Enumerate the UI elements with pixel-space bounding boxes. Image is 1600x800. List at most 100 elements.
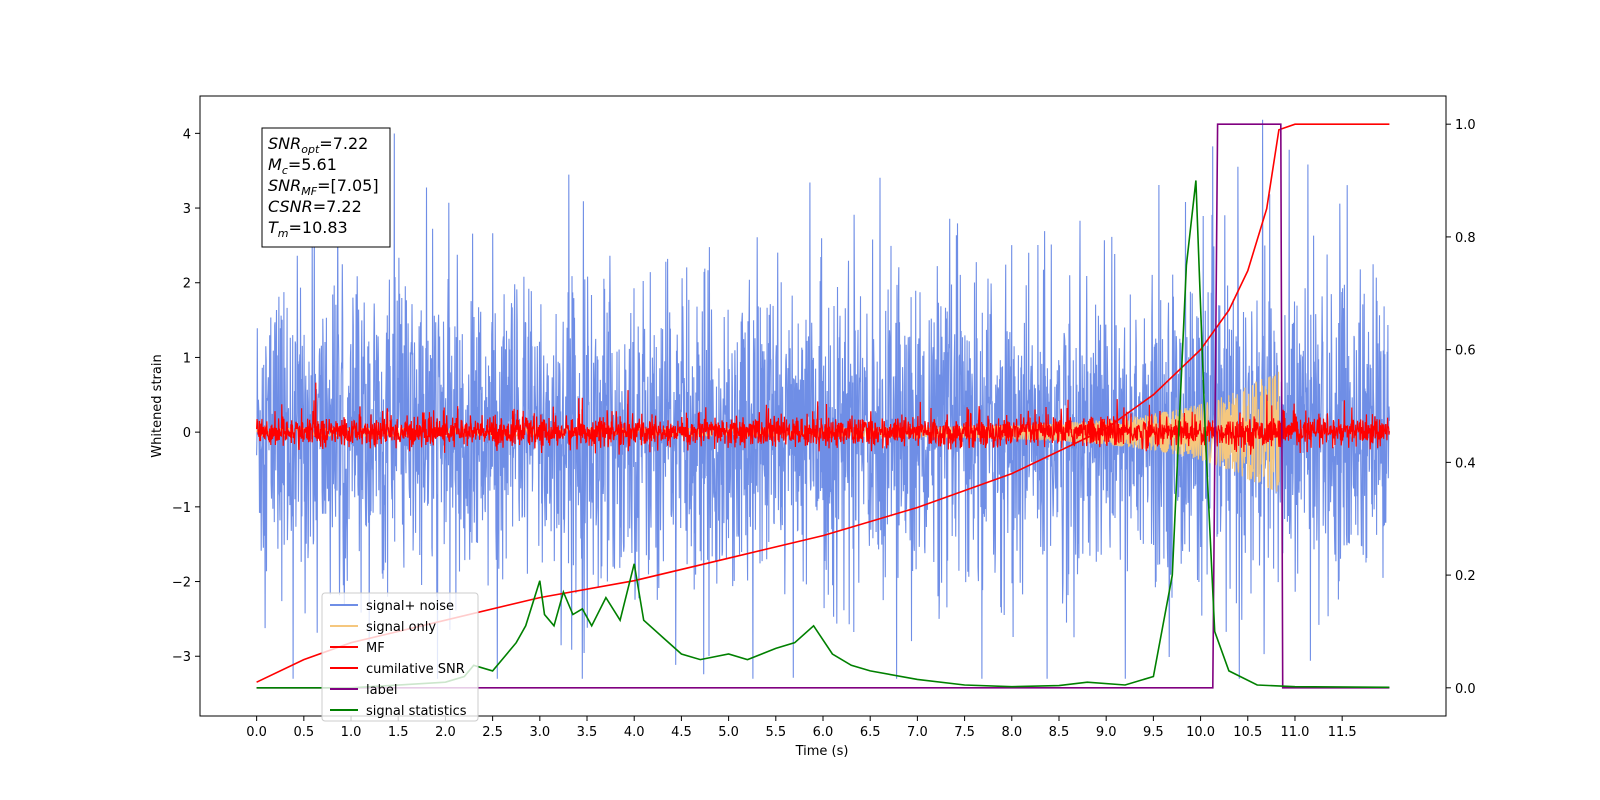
info-box-frame: [261, 127, 391, 248]
info-row: CSNR=7.22: [268, 197, 362, 216]
x-tick: 3.5: [577, 716, 598, 740]
x-tick: 7.5: [954, 716, 975, 740]
x-tick: 7.0: [907, 716, 928, 740]
y2-tick-label: 1.0: [1455, 118, 1476, 133]
x-tick-label: 1.0: [341, 725, 362, 740]
info-symbol: SNR: [268, 176, 301, 195]
y2-tick: 0.6: [1446, 344, 1476, 359]
x-tick-label: 5.0: [718, 725, 739, 740]
info-value: =7.22: [319, 134, 368, 153]
y-tick-label: 3: [183, 202, 191, 217]
y-tick: 1: [183, 351, 200, 366]
y-tick: −3: [172, 650, 200, 665]
legend: signal+ noise signal only MF cumilative SNR…: [321, 592, 479, 722]
info-symbol: M: [268, 155, 282, 174]
x-tick-label: 8.0: [1001, 725, 1022, 740]
legend-label: cumilative SNR: [366, 662, 465, 677]
x-tick: 9.5: [1143, 716, 1164, 740]
x-tick: 11.0: [1280, 716, 1309, 740]
x-tick-label: 6.0: [813, 725, 834, 740]
x-tick: 10.5: [1233, 716, 1262, 740]
legend-label: label: [366, 683, 397, 698]
x-tick-label: 3.5: [577, 725, 598, 740]
x-tick: 11.5: [1328, 716, 1357, 740]
x-tick-label: 0.0: [246, 725, 267, 740]
x-tick: 10.0: [1186, 716, 1215, 740]
y-tick-label: 2: [183, 277, 191, 292]
info-row: Tm=10.83: [268, 218, 348, 240]
x-tick: 5.5: [765, 716, 786, 740]
x-tick: 8.0: [1001, 716, 1022, 740]
info-box: SNRopt=7.22Mc=5.61SNRMF=[7.05]CSNR=7.22T…: [261, 127, 391, 248]
x-tick-label: 0.5: [293, 725, 314, 740]
x-tick-label: 7.0: [907, 725, 928, 740]
x-tick-label: 9.5: [1143, 725, 1164, 740]
x-tick: 6.0: [813, 716, 834, 740]
info-subscript: opt: [301, 143, 320, 156]
x-tick-label: 4.0: [624, 725, 645, 740]
x-tick-label: 9.0: [1096, 725, 1117, 740]
y-tick-label: −2: [172, 576, 191, 591]
y2-tick: 1.0: [1446, 118, 1476, 133]
y-tick-label: 1: [183, 351, 191, 366]
y-tick: −1: [172, 501, 200, 516]
y-tick: 3: [183, 202, 200, 217]
info-subscript: m: [278, 227, 289, 240]
info-row: Mc=5.61: [268, 155, 337, 177]
x-tick-label: 2.5: [482, 725, 503, 740]
x-tick: 8.5: [1049, 716, 1069, 740]
x-tick-label: 2.0: [435, 725, 456, 740]
y-tick-label: −1: [172, 501, 191, 516]
y2-tick-label: 0.0: [1455, 682, 1476, 697]
info-value: =5.61: [288, 155, 337, 174]
legend-entry: MF: [330, 641, 385, 656]
series-mf: [256, 382, 1390, 455]
info-subscript: c: [282, 164, 288, 177]
y-tick: −2: [172, 576, 200, 591]
x-tick-label: 6.5: [860, 725, 881, 740]
y-tick: 2: [183, 277, 200, 292]
x-tick: 6.5: [860, 716, 881, 740]
y2-tick-label: 0.8: [1455, 231, 1476, 246]
y2-tick-label: 0.2: [1455, 569, 1476, 584]
x-tick-label: 10.0: [1186, 725, 1215, 740]
x-tick-label: 5.5: [765, 725, 786, 740]
legend-entry: cumilative SNR: [330, 662, 465, 677]
legend-entry: signal only: [330, 620, 436, 635]
y-tick-label: −3: [172, 650, 191, 665]
y2-tick: 0.4: [1446, 456, 1476, 471]
x-tick-label: 10.5: [1233, 725, 1262, 740]
x-tick-label: 4.5: [671, 725, 692, 740]
series-signal-statistics: [256, 180, 1390, 689]
y2-tick-label: 0.6: [1455, 344, 1476, 359]
legend-entry: signal statistics: [330, 704, 467, 719]
x-tick-label: 11.5: [1328, 725, 1357, 740]
legend-label: signal only: [366, 620, 436, 635]
series-signal-noise: [256, 119, 1390, 679]
info-symbol: CSNR: [268, 197, 313, 216]
info-row: SNRopt=7.22: [268, 134, 368, 156]
info-row: SNRMF=[7.05]: [268, 176, 379, 198]
y-axis-label: Whitened strain: [150, 354, 165, 457]
info-subscript: MF: [301, 185, 317, 198]
y2-tick: 0.0: [1446, 682, 1476, 697]
legend-label: signal statistics: [366, 704, 467, 719]
y-axis-right: 0.0 0.2 0.4 0.6 0.8 1.0: [1446, 118, 1476, 697]
x-tick: 9.0: [1096, 716, 1117, 740]
x-tick: 3.0: [529, 716, 550, 740]
y2-tick: 0.2: [1446, 569, 1476, 584]
y2-tick-label: 0.4: [1455, 456, 1476, 471]
info-symbol: SNR: [268, 134, 301, 153]
x-tick: 0.5: [293, 716, 314, 740]
info-value: =[7.05]: [317, 176, 379, 195]
legend-frame: [321, 592, 479, 722]
info-symbol: T: [268, 218, 279, 237]
legend-label: signal+ noise: [366, 599, 454, 614]
y-tick: 0: [183, 426, 200, 441]
x-tick-label: 1.5: [388, 725, 409, 740]
y2-tick: 0.8: [1446, 231, 1476, 246]
y-tick-label: 0: [183, 426, 191, 441]
legend-label: MF: [366, 641, 385, 656]
info-value: =7.22: [313, 197, 362, 216]
